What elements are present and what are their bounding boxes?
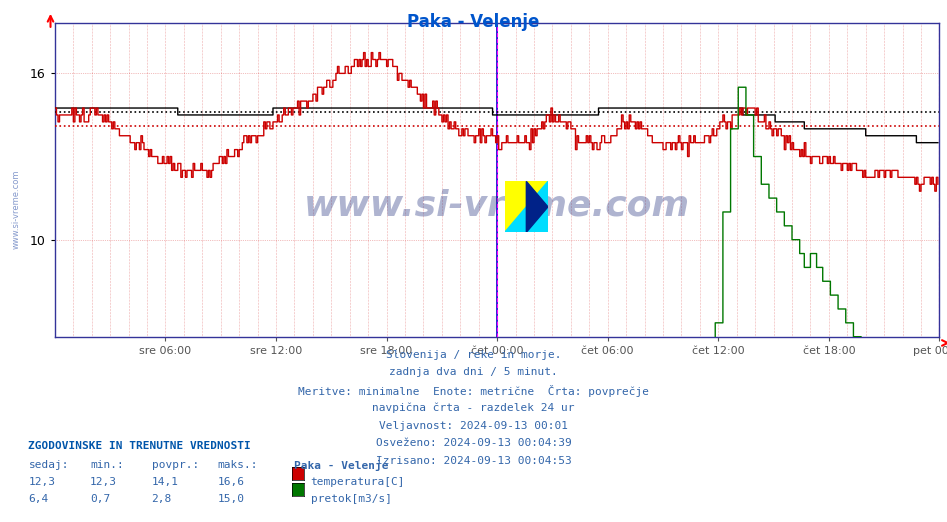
Text: Osveženo: 2024-09-13 00:04:39: Osveženo: 2024-09-13 00:04:39 — [376, 438, 571, 448]
Text: 0,7: 0,7 — [90, 494, 110, 504]
Text: Slovenija / reke in morje.: Slovenija / reke in morje. — [385, 350, 562, 360]
Text: maks.:: maks.: — [218, 460, 259, 470]
Polygon shape — [505, 182, 548, 232]
Text: Veljavnost: 2024-09-13 00:01: Veljavnost: 2024-09-13 00:01 — [379, 421, 568, 431]
Text: Paka - Velenje: Paka - Velenje — [407, 13, 540, 31]
Text: Meritve: minimalne  Enote: metrične  Črta: povprečje: Meritve: minimalne Enote: metrične Črta:… — [298, 385, 649, 397]
Text: ZGODOVINSKE IN TRENUTNE VREDNOSTI: ZGODOVINSKE IN TRENUTNE VREDNOSTI — [28, 441, 251, 451]
Text: temperatura[C]: temperatura[C] — [311, 477, 405, 487]
Text: 14,1: 14,1 — [152, 477, 179, 487]
Text: min.:: min.: — [90, 460, 124, 470]
Text: www.si-vreme.com: www.si-vreme.com — [11, 169, 21, 248]
Text: 15,0: 15,0 — [218, 494, 245, 504]
Text: 12,3: 12,3 — [28, 477, 56, 487]
Text: sedaj:: sedaj: — [28, 460, 69, 470]
Text: 6,4: 6,4 — [28, 494, 48, 504]
Text: Izrisano: 2024-09-13 00:04:53: Izrisano: 2024-09-13 00:04:53 — [376, 456, 571, 466]
Polygon shape — [505, 182, 548, 232]
Text: 16,6: 16,6 — [218, 477, 245, 487]
Text: navpična črta - razdelek 24 ur: navpična črta - razdelek 24 ur — [372, 403, 575, 413]
Text: Paka - Velenje: Paka - Velenje — [294, 460, 388, 471]
Text: zadnja dva dni / 5 minut.: zadnja dva dni / 5 minut. — [389, 367, 558, 377]
Text: pretok[m3/s]: pretok[m3/s] — [311, 494, 392, 504]
Text: 2,8: 2,8 — [152, 494, 171, 504]
Polygon shape — [527, 182, 548, 232]
Text: povpr.:: povpr.: — [152, 460, 199, 470]
Text: 12,3: 12,3 — [90, 477, 117, 487]
Text: www.si-vreme.com: www.si-vreme.com — [304, 188, 690, 222]
